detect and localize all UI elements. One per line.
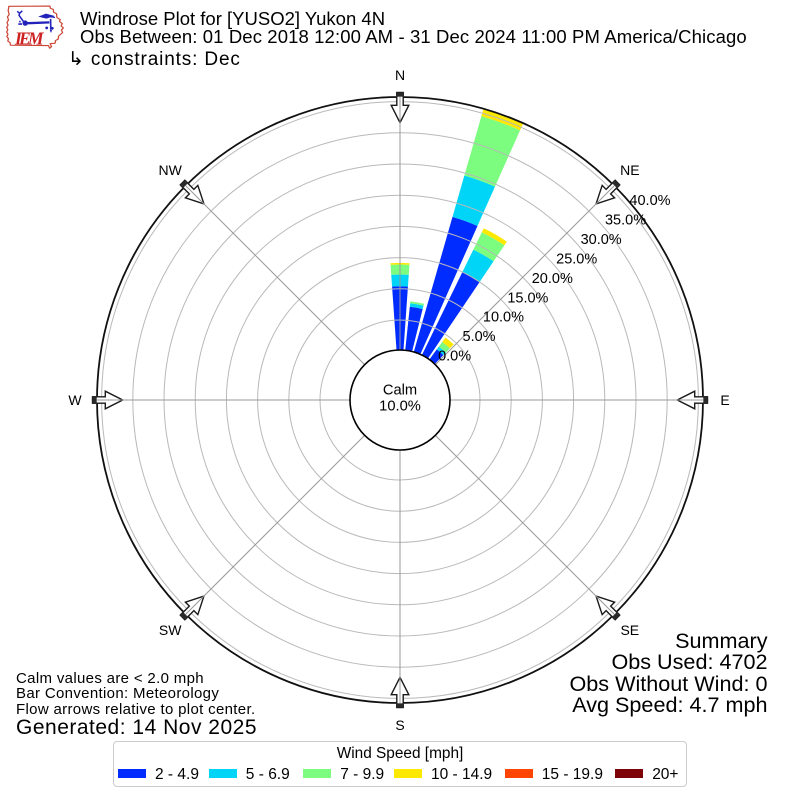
svg-text:10.0%: 10.0% [379, 399, 421, 415]
svg-text:25.0%: 25.0% [556, 251, 597, 267]
svg-text:SE: SE [620, 622, 639, 638]
svg-text:W: W [68, 392, 82, 408]
svg-text:15.0%: 15.0% [507, 290, 548, 306]
svg-text:10.0%: 10.0% [483, 310, 524, 326]
svg-text:Calm: Calm [383, 383, 417, 399]
svg-text:0.0%: 0.0% [438, 349, 471, 365]
svg-text:NE: NE [620, 162, 639, 178]
svg-text:30.0%: 30.0% [581, 232, 622, 248]
svg-text:40.0%: 40.0% [629, 193, 670, 209]
svg-text:IEM: IEM [14, 29, 45, 49]
svg-text:5.0%: 5.0% [463, 329, 496, 345]
svg-text:SW: SW [159, 622, 182, 638]
svg-text:NW: NW [159, 162, 183, 178]
svg-text:N: N [395, 67, 405, 83]
svg-text:E: E [720, 392, 729, 408]
svg-text:S: S [395, 717, 404, 733]
svg-text:20.0%: 20.0% [532, 271, 573, 287]
svg-text:35.0%: 35.0% [605, 213, 646, 229]
